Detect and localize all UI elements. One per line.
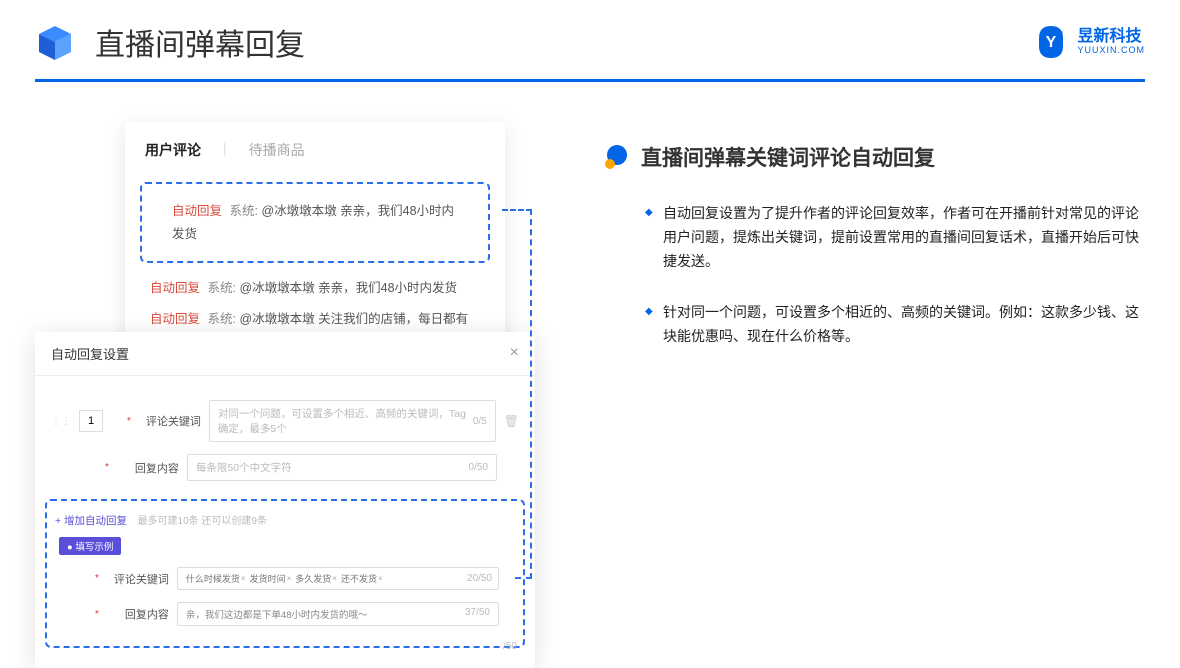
drag-handle-icon[interactable]: ⋮⋮: [51, 416, 71, 427]
highlighted-comment: 自动回复 系统: @冰墩墩本墩 亲亲，我们48小时内发货: [140, 182, 490, 263]
svg-text:Y: Y: [1046, 34, 1057, 51]
close-icon[interactable]: ×: [510, 344, 519, 363]
stray-counter: /50: [503, 641, 517, 652]
reply-input[interactable]: 每条限50个中文字符 0/50: [187, 454, 497, 481]
system-label: 系统:: [230, 204, 258, 218]
tab-user-comments[interactable]: 用户评论: [145, 140, 201, 160]
settings-card: 自动回复设置 × ⋮⋮ 1 * 评论关键词 对同一个问题，可设置多个相近、高频的…: [35, 332, 535, 668]
logo-cube-icon: [35, 22, 75, 62]
reply-row: * 回复内容 每条限50个中文字符 0/50: [35, 448, 535, 487]
add-hint: 最多可建10条 还可以创建9条: [138, 516, 267, 527]
brand-icon: Y: [1033, 24, 1069, 60]
section-bullet-icon: [605, 145, 629, 169]
rule-number: 1: [79, 410, 103, 432]
section-title: 直播间弹幕关键词评论自动回复: [641, 142, 935, 172]
brand-name-en: YUUXIN.COM: [1077, 46, 1145, 56]
page-title: 直播间弹幕回复: [95, 20, 1033, 64]
reply-label: 回复内容: [119, 460, 179, 476]
tag-chip: 发货时间×: [248, 571, 294, 586]
keyword-label: 评论关键词: [141, 413, 201, 429]
bullet-point: 自动回复设置为了提升作者的评论回复效率，作者可在开播前针对常见的评论用户问题，提…: [645, 202, 1145, 273]
required-mark: *: [127, 416, 131, 427]
auto-reply-tag: 自动回复: [172, 204, 222, 218]
tab-separator: |: [223, 140, 227, 160]
tag-chip: 多久发货×: [293, 571, 339, 586]
settings-title: 自动回复设置: [51, 344, 129, 363]
brand-name-cn: 昱新科技: [1077, 28, 1145, 46]
tab-pending-goods[interactable]: 待播商品: [249, 140, 305, 160]
keyword-row: ⋮⋮ 1 * 评论关键词 对同一个问题，可设置多个相近、高频的关键词，Tag确定…: [35, 394, 535, 448]
example-keyword-tags[interactable]: 什么时候发货× 发货时间× 多久发货× 还不发货× 20/50: [177, 567, 499, 590]
add-auto-reply-link[interactable]: + 增加自动回复: [55, 515, 127, 527]
brand-logo: Y 昱新科技 YUUXIN.COM: [1033, 24, 1145, 60]
bullet-point: 针对同一个问题，可设置多个相近的、高频的关键词。例如：这款多少钱、这块能优惠吗、…: [645, 301, 1145, 349]
keyword-input[interactable]: 对同一个问题，可设置多个相近、高频的关键词，Tag确定，最多5个 0/5: [209, 400, 496, 442]
tag-chip: 什么时候发货×: [184, 571, 248, 586]
example-badge: ● 填写示例: [59, 537, 121, 555]
tag-chip: 还不发货×: [339, 571, 385, 586]
delete-icon[interactable]: 🗑: [504, 414, 519, 428]
comment-row: 自动回复 系统: @冰墩墩本墩 亲亲，我们48小时内发货: [125, 273, 505, 304]
example-section: + 增加自动回复 最多可建10条 还可以创建9条 ● 填写示例 * 评论关键词 …: [45, 499, 525, 648]
example-reply-field[interactable]: 亲，我们这边都是下单48小时内发货的哦～ 37/50: [177, 602, 499, 626]
